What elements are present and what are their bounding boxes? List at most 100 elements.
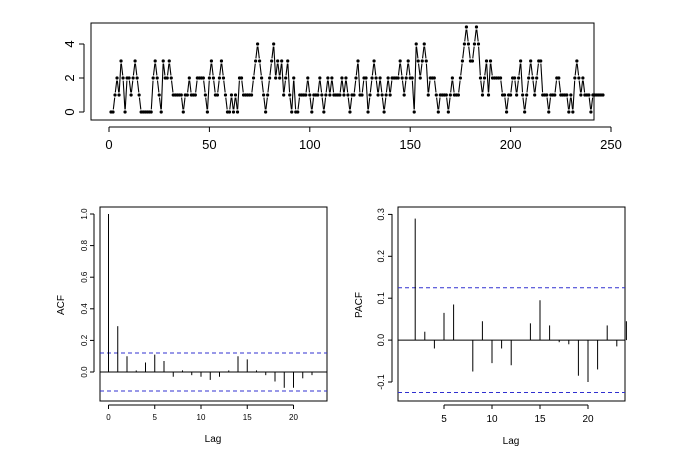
acf-y-tick-label: 0.6 [80, 271, 89, 283]
series-point [133, 59, 137, 63]
series-point [464, 25, 469, 29]
series-segment [341, 80, 345, 93]
series-segment [367, 97, 371, 110]
series-segment [317, 80, 321, 93]
series-point [227, 110, 232, 114]
series-segment [219, 63, 222, 76]
series-segment [526, 80, 529, 93]
series-point [378, 76, 382, 80]
series-point [251, 76, 256, 80]
series-marks [109, 25, 605, 114]
series-point [346, 93, 350, 97]
acf-x-tick-label: 10 [197, 413, 206, 422]
series-point [209, 59, 214, 63]
series-segment [275, 63, 278, 76]
series-segment [205, 97, 208, 110]
acf-y-tick-label: 0.2 [80, 334, 89, 346]
series-point [123, 110, 127, 114]
series-segment [118, 63, 122, 93]
series-segment [265, 97, 268, 110]
pacf-y-tick-label: 0.0 [376, 334, 386, 347]
series-point [557, 76, 561, 80]
series-point [221, 76, 226, 80]
series-point [384, 93, 388, 97]
series-segment [259, 63, 262, 76]
series-point [318, 76, 322, 80]
acf-x-tick-label: 5 [153, 413, 158, 422]
series-point [165, 76, 169, 80]
series-segment [403, 80, 407, 93]
series-segment [136, 80, 140, 93]
series-point [579, 93, 583, 97]
series-point [131, 76, 135, 80]
series-segment [223, 80, 226, 93]
series-segment [385, 80, 389, 93]
series-segment [540, 63, 544, 93]
series-segment [195, 80, 198, 93]
series-segment [158, 97, 162, 110]
series-segment [478, 46, 481, 76]
series-segment [213, 80, 216, 93]
series-point [448, 93, 452, 97]
series-segment [428, 80, 431, 93]
series-segment [417, 63, 421, 76]
series-segment [273, 46, 277, 76]
series-segment [377, 80, 381, 93]
series-point [282, 93, 286, 97]
series-point [422, 42, 426, 46]
series-point [272, 42, 276, 46]
series-segment [279, 63, 282, 76]
series-point [258, 59, 262, 63]
series-segment [361, 80, 365, 93]
series-point [149, 110, 153, 114]
acf-y-axis-label: ACF [56, 295, 67, 315]
series-segment [407, 63, 411, 76]
series-segment [187, 80, 190, 93]
series-segment [466, 29, 469, 42]
series-point [111, 110, 115, 114]
series-segment [297, 97, 301, 110]
series-point [284, 76, 288, 80]
series-point [179, 93, 183, 97]
pacf-x-tick-label: 5 [441, 414, 447, 425]
series-plot-frame [90, 22, 595, 121]
series-segment [347, 97, 351, 110]
series-segment [568, 97, 572, 110]
series-point [577, 76, 581, 80]
series-segment [506, 97, 509, 110]
series-segment [500, 80, 503, 93]
series-segment [357, 63, 361, 93]
series-point [113, 93, 117, 97]
series-point [406, 59, 410, 63]
series-segment [484, 63, 487, 76]
series-segment [233, 97, 236, 110]
series-x-tick-label: 200 [500, 137, 522, 152]
series-point [292, 76, 296, 80]
series-point [569, 93, 573, 97]
series-point [121, 76, 125, 80]
series-point [193, 93, 197, 97]
series-segment [311, 97, 315, 110]
series-point [601, 93, 605, 97]
series-segment [309, 97, 313, 110]
series-segment [305, 80, 309, 93]
series-segment [373, 63, 377, 76]
series-point [235, 110, 240, 114]
series-point [434, 93, 438, 97]
series-segment [448, 97, 451, 110]
series-segment [387, 80, 391, 93]
series-segment [287, 63, 291, 93]
series-point [575, 59, 579, 63]
series-segment [371, 63, 375, 76]
series-point [167, 59, 171, 63]
series-segment [171, 80, 174, 93]
series-segment [383, 97, 387, 110]
series-point [581, 76, 585, 80]
series-segment [285, 63, 288, 76]
series-segment [168, 63, 172, 76]
series-segment [343, 80, 347, 93]
series-segment [482, 80, 485, 93]
series-segment [203, 80, 206, 93]
series-point [115, 76, 119, 80]
series-segment [211, 63, 214, 76]
